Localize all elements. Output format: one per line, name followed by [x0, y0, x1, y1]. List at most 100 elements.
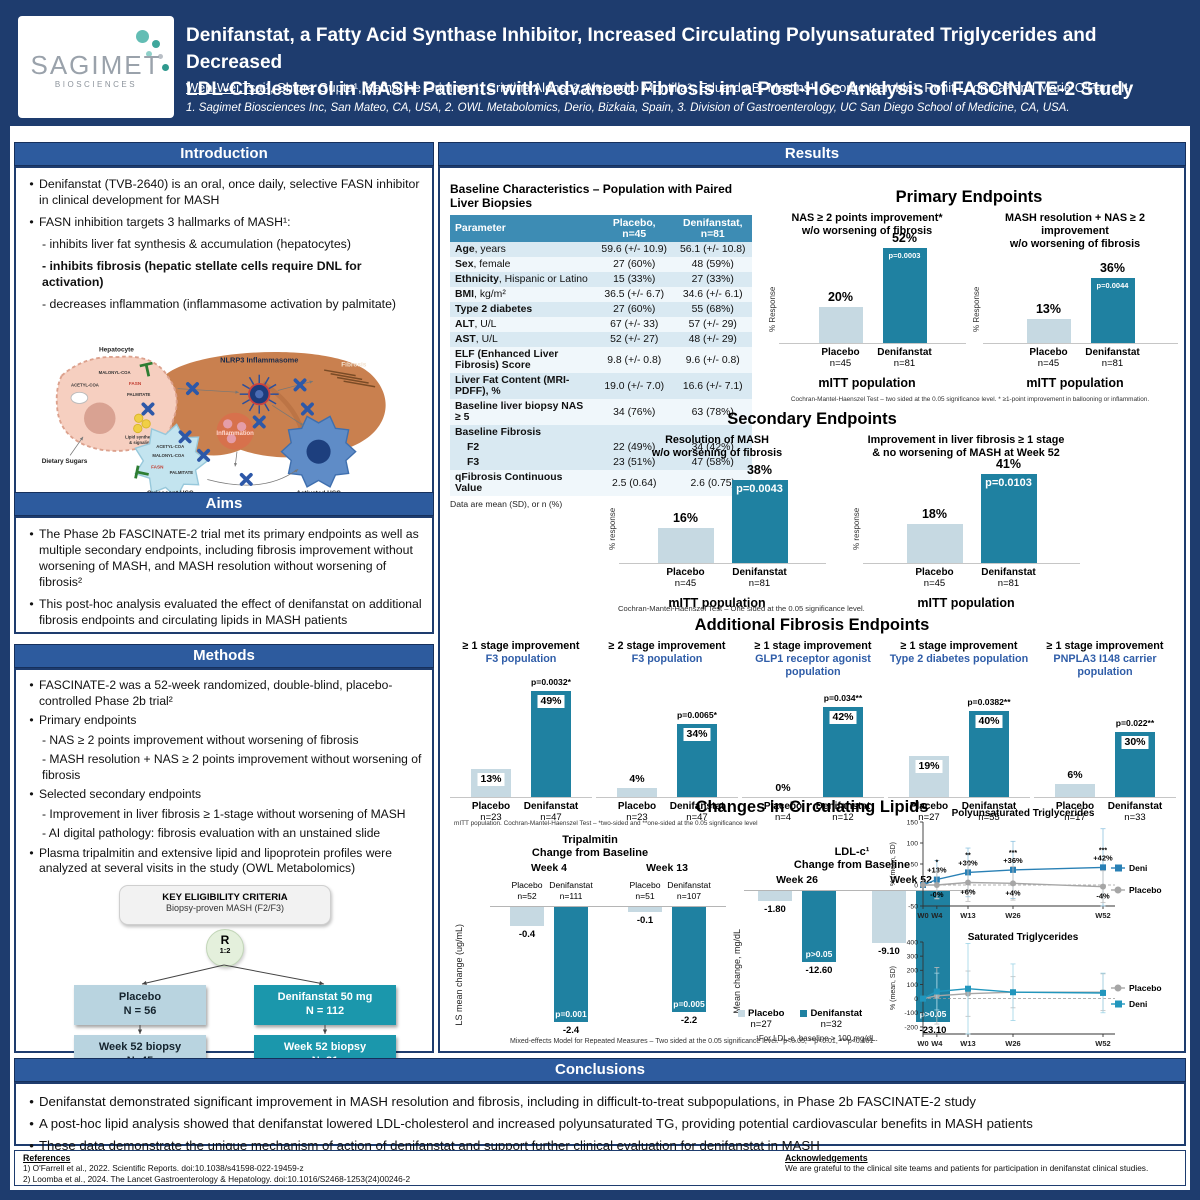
y-tick-label: 100 [907, 840, 919, 847]
placebo-value-cell: 15 (33%) [613, 274, 656, 285]
param-cell: Baseline liver biopsy NAS ≥ 5 [450, 399, 595, 425]
bar-x-label: Placebo n=45 [1017, 347, 1081, 369]
y-axis-label: LS mean change (ug/mL) [454, 924, 464, 1026]
bullet-item: • A post-hoc lipid analysis showed that d… [24, 1114, 1174, 1133]
lipid-droplet [133, 423, 143, 434]
chart-title: Polyunsaturated Triglycerides [952, 808, 1095, 819]
series-n-label: n=17 [1064, 812, 1086, 823]
y-tick-label: 50 [910, 861, 918, 868]
bar-column: p=0.022** 30% [1105, 685, 1165, 797]
quiescent-to-activated-arrow [207, 469, 297, 486]
table-header-row: Parameter Placebo, n=45 Denifanstat, n=81 [450, 215, 752, 242]
placebo-value-cell: 2.5 (0.64) [611, 477, 657, 489]
chart-title-line: F3 population [485, 653, 557, 665]
column-n-label: n=111 [559, 890, 583, 901]
placebo-value-cell: 34 (76%) [613, 406, 656, 418]
x-axis-labels: Placebo n=45 Denifanstat n=81 [608, 567, 826, 589]
param-bold: Ethnicity [455, 274, 499, 285]
randomization-ratio: 1:2 [219, 945, 231, 955]
x-axis-labels: Placebo n=23 Denifanstat n=47 [450, 801, 592, 823]
p-value-label: p=0.0044 [1096, 281, 1129, 290]
significance-marker: ** [965, 852, 971, 859]
bullet-dot: • [29, 597, 34, 611]
table-title: Baseline Characteristics – Population wi… [450, 182, 733, 210]
fibrosis-streaks [336, 376, 369, 384]
bar-column: p=0.0032* 49% [521, 677, 581, 797]
data-point [1010, 989, 1016, 996]
series-name-label: Placebo [915, 567, 954, 578]
diagram-arrow-head [235, 390, 239, 394]
series-n-label: n=23 [626, 812, 648, 823]
legend-label: Placebo [1129, 885, 1162, 895]
first-author: Wen-Wei Tsai¹ [186, 80, 270, 95]
series-n-label: n=47 [540, 812, 562, 823]
acknowledgements: Acknowledgements We are grateful to the … [785, 1153, 1148, 1174]
nlrp3-spoke [248, 376, 255, 385]
bar-value-chip: 13% [477, 773, 505, 786]
series-name-label: Denifanstat [877, 347, 932, 358]
point-label: +36% [1003, 856, 1023, 865]
chart-title-line: Type 2 diabetes population [889, 653, 1029, 665]
bullet-dot: • [29, 787, 34, 801]
data-point [933, 988, 940, 995]
x-tick-label: W13 [960, 1039, 975, 1048]
bar-value-label: -0.4 [518, 929, 536, 940]
bar-value-label: 18% [921, 507, 948, 521]
chart-title-line: Resolution of MASH [665, 434, 769, 446]
param-cell: Age, years [450, 242, 595, 257]
bar-x-label: Placebo n=23 [607, 801, 667, 823]
legend-n: n=27 [750, 1019, 772, 1030]
legend-marker [1115, 864, 1122, 872]
chart-plot: 6% p=0.022** 30% [1034, 685, 1176, 798]
denifanstat-bar: p=0.005 [672, 907, 706, 1012]
bullet-text: FASCINATE-2 was a 52-week randomized, do… [39, 678, 393, 708]
chart-plot: 16% 38% p=0.0043 [619, 463, 826, 564]
block-x-icon [293, 378, 307, 392]
placebo-value-cell: 22 (49%) [613, 442, 656, 453]
table-row: Baseline liver biopsy NAS ≥ 5 34 (76%) 63 … [450, 399, 752, 425]
inhibitor-t-icon [136, 470, 149, 476]
diagram-arrow-head [233, 462, 238, 467]
bar-column: 6% [1045, 685, 1105, 797]
point-label: +30% [958, 858, 978, 867]
chart-plot: 19% p=0.0382** 40% [888, 685, 1030, 798]
param-cell: Ethnicity, Hispanic or Latino [450, 272, 595, 287]
table-row: Sex, female 27 (60%) 48 (59%) [450, 257, 752, 272]
bar-column: 19% [899, 685, 959, 797]
table-row: Baseline Fibrosis [450, 425, 752, 440]
column-series-label: Placebo [511, 880, 543, 890]
column-header: Placebo n=51 [617, 880, 673, 901]
baseline [744, 890, 974, 891]
bullet-text: FASN inhibition targets 3 hallmarks of M… [39, 215, 291, 229]
placebo-bar [818, 307, 863, 343]
acknowledgements-heading: Acknowledgements [785, 1153, 868, 1163]
p-value-label: p=0.0103 [985, 477, 1032, 489]
legend-item: Placebo n=27 [738, 1008, 784, 1030]
chart-title: Saturated Triglycerides [968, 932, 1079, 943]
title-line-1: Denifanstat, a Fatty Acid Synthase Inhib… [186, 25, 1097, 73]
mitochondria [70, 391, 89, 404]
series-name-label: Placebo [763, 801, 803, 812]
methods-bullets: • FASCINATE-2 was a 52-week randomized, d… [16, 670, 432, 883]
placebo-value-cell: 23 (51%) [613, 457, 656, 468]
chart-title-line: ≥ 1 stage improvement [900, 640, 1018, 652]
param-cell: Sex, female [450, 257, 595, 272]
p-value-label: p=0.001 [555, 1009, 587, 1019]
series-name-label: Denifanstat [1085, 347, 1140, 358]
chart-body: 0% p=0.034** 42% [742, 685, 884, 798]
y-tick-label: 200 [907, 968, 919, 975]
chart-title-line: ≥ 2 stage improvement [608, 640, 726, 652]
bullet-item: • Primary endpoints [24, 713, 422, 729]
table-row: F3 23 (51%) 47 (58%) [450, 455, 752, 470]
bar-x-label: Denifanstat n=81 [723, 567, 797, 589]
bar-x-label: Denifanstat n=81 [1081, 347, 1145, 369]
bullet-item: - AI digital pathology: fibrosis evaluat… [24, 826, 422, 842]
chart-title: MASH resolution + NAS ≥ 2 improvement w/o… [972, 212, 1178, 250]
y-axis-label: % Response [972, 286, 981, 332]
x-axis-labels: Placebo n=45 Denifanstat n=81 [852, 567, 1080, 589]
param-bold: F3 [467, 457, 480, 468]
bar-column: p=0.0065* 34% [667, 685, 727, 797]
inhibitor-t-icon [134, 465, 140, 479]
p-value-label: p=0.0032* [531, 677, 571, 687]
chart-title-line: w/o worsening of fibrosis [801, 225, 933, 237]
